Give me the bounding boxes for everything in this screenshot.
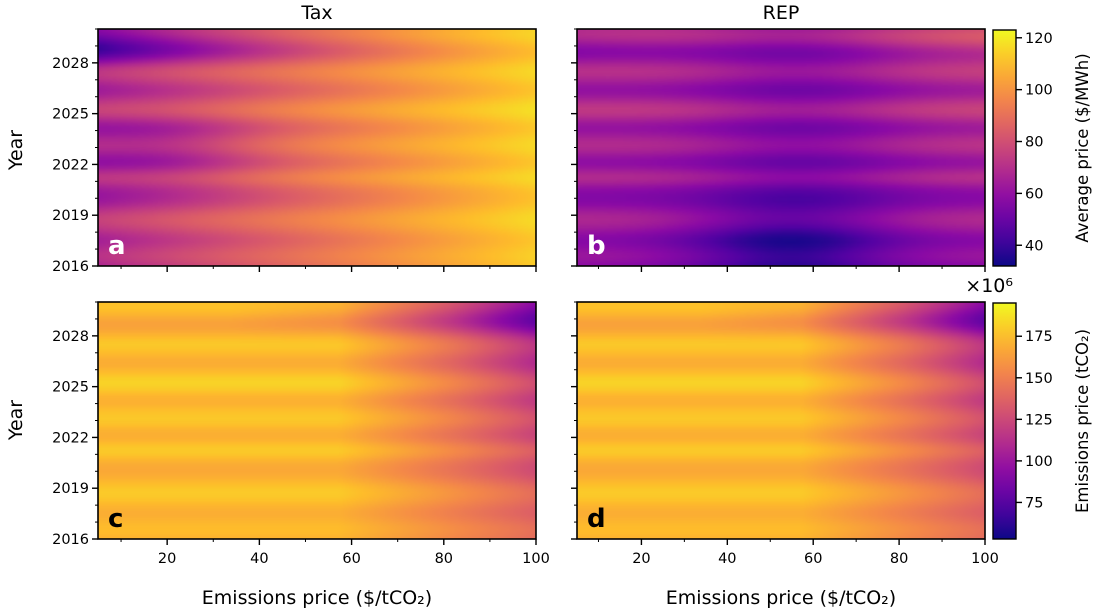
x-axis-label-c: Emissions price ($/tCO₂) xyxy=(202,587,432,609)
y-tick-label: 2028 xyxy=(52,56,89,72)
y-tick-label: 2016 xyxy=(52,259,89,275)
x-tick-label: 20 xyxy=(632,551,650,567)
x-axis-label-d: Emissions price ($/tCO₂) xyxy=(666,587,896,609)
x-tick-label: 100 xyxy=(971,551,999,567)
y-tick-label: 2025 xyxy=(52,107,89,123)
panel-a-title: Tax xyxy=(300,2,332,24)
colorbar-tick-label: 40 xyxy=(1025,238,1043,254)
colorbar-emissions: 75 100 125 150 175 xyxy=(992,302,1053,540)
y-tick-label: 2019 xyxy=(52,208,89,224)
panel-b-title: REP xyxy=(763,2,800,24)
colorbar-top-label: Average price ($/MWh) xyxy=(1073,53,1092,242)
colorbar-tick-label: 75 xyxy=(1025,495,1043,511)
colorbar-multiplier: ×10⁶ xyxy=(965,275,1013,297)
y-tick-label: 2019 xyxy=(52,481,89,497)
colorbar-tick-label: 100 xyxy=(1025,454,1053,470)
colorbar-tick-label: 80 xyxy=(1025,135,1043,151)
x-tick-label: 40 xyxy=(718,551,736,567)
panel-letter-d: d xyxy=(587,504,606,534)
panel-letter-a: a xyxy=(108,231,126,261)
heatmap-image-d xyxy=(577,302,985,539)
panel-letter-b: b xyxy=(587,231,606,261)
x-tick-label: 80 xyxy=(435,551,453,567)
x-tick-label: 60 xyxy=(342,551,360,567)
colorbar-tick-label: 150 xyxy=(1025,371,1053,387)
heatmap-panel-d: 20 40 60 80 100 d xyxy=(571,301,999,567)
x-tick-label: 20 xyxy=(158,551,176,567)
heatmap-image-a xyxy=(98,29,536,266)
colorbar-tick-label: 100 xyxy=(1025,83,1053,99)
panel-letter-c: c xyxy=(108,504,123,534)
y-tick-label: 2022 xyxy=(52,157,89,173)
colorbar-tick-label: 175 xyxy=(1025,329,1053,345)
colorbar-tick-label: 60 xyxy=(1025,186,1043,202)
heatmap-panel-c: 2016 2019 2022 2025 2028 20 40 60 80 100 c xyxy=(52,301,550,567)
x-tick-label: 80 xyxy=(890,551,908,567)
y-tick-label: 2016 xyxy=(52,532,89,548)
colorbar-gradient xyxy=(992,29,1017,267)
y-tick-label: 2028 xyxy=(52,329,89,345)
heatmap-panel-b: b xyxy=(571,28,986,272)
x-tick-label: 40 xyxy=(250,551,268,567)
heatmap-panel-a: 2016 2019 2022 2025 2028 a xyxy=(52,28,537,275)
heatmap-image-c xyxy=(98,302,536,539)
colorbar-bottom-label: Emissions price (tCO₂) xyxy=(1073,329,1092,513)
colorbar-gradient xyxy=(992,302,1017,540)
colorbar-average-price: 40 60 80 100 120 xyxy=(992,29,1053,267)
x-tick-label: 60 xyxy=(804,551,822,567)
colorbar-tick-label: 125 xyxy=(1025,412,1053,428)
heatmap-image-b xyxy=(577,29,985,266)
colorbar-tick-label: 120 xyxy=(1025,31,1053,47)
y-tick-label: 2025 xyxy=(52,380,89,396)
y-tick-label: 2022 xyxy=(52,430,89,446)
x-tick-label: 100 xyxy=(522,551,550,567)
y-axis-label-top: Year xyxy=(5,130,27,171)
y-axis-label-bottom: Year xyxy=(5,400,27,441)
